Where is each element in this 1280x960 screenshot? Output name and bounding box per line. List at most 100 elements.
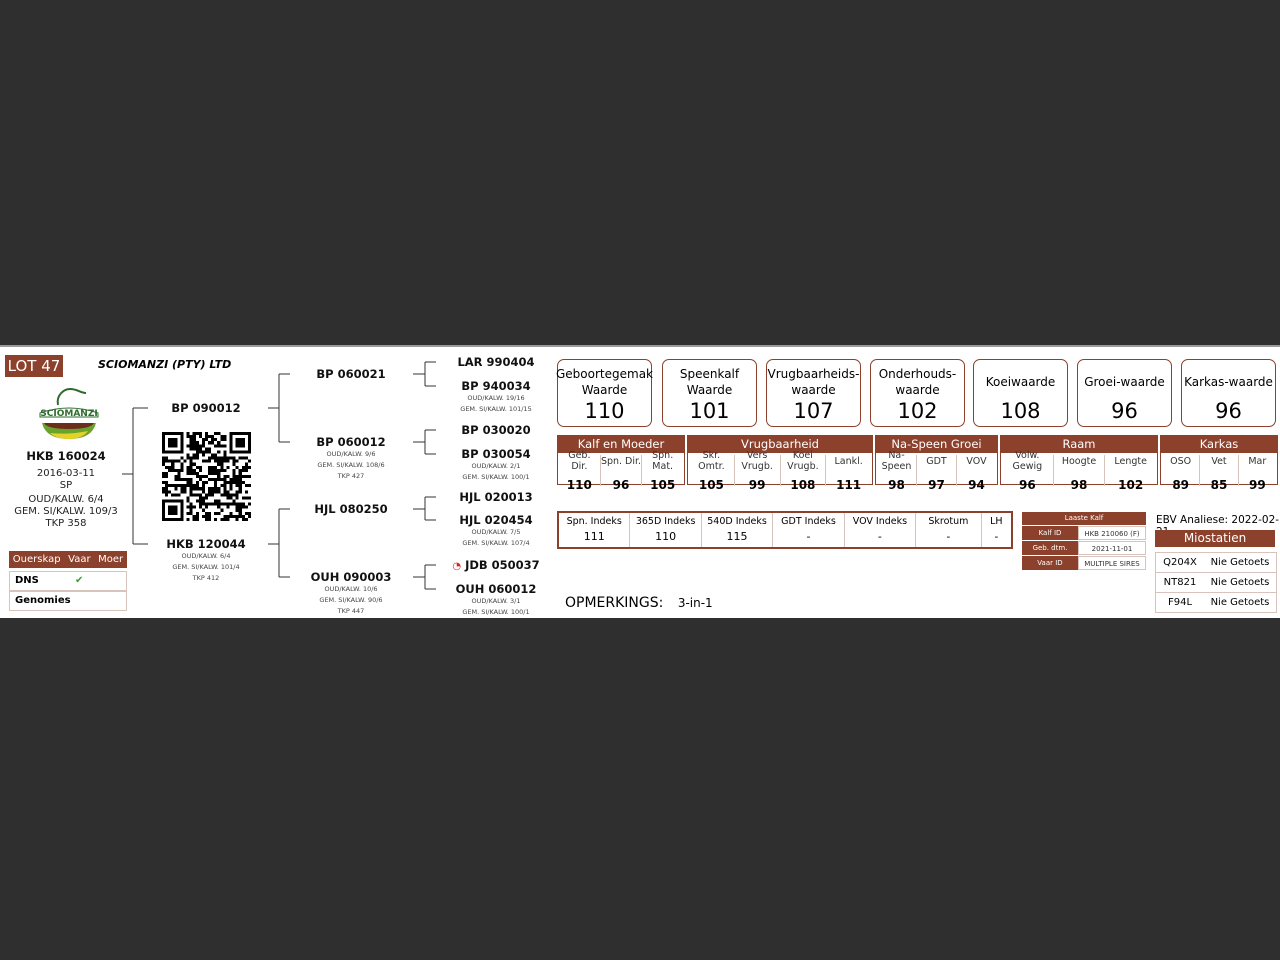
- header-vaar: Vaar: [68, 554, 91, 565]
- sd-oud: OUD/KALW. 9/6: [326, 450, 376, 458]
- sire-id: BP 090012: [171, 401, 241, 415]
- ebv-label: Geb. Dir.: [568, 450, 591, 472]
- myostatin-row: Q204X Nie Getoets: [1156, 553, 1276, 573]
- ebv-cell: Spn. Mat. 105: [642, 450, 683, 492]
- animal-type: SP: [59, 480, 73, 491]
- ebv-label: Na-Speen: [881, 450, 912, 472]
- farm-name: SCIOMANZI (PTY) LTD: [98, 358, 232, 371]
- ebv-cell: Skr. Omtr. 105: [689, 450, 735, 492]
- myostatin-key: NT821: [1163, 577, 1197, 588]
- index-cell: 365D Indeks 110: [630, 513, 702, 547]
- dam-dam-block: OUH 090003 OUD/KALW. 10/6 GEM. SI/KALW. …: [311, 570, 392, 617]
- ebv-group: Na-Speen Groei Na-Speen 98 GDT 97 VOV 94: [875, 435, 998, 492]
- summary-value: 102: [897, 399, 938, 423]
- index-cell: VOV Indeks -: [845, 513, 917, 547]
- remarks: OPMERKINGS: 3-in-1: [565, 595, 713, 611]
- summary-value: 107: [793, 399, 834, 423]
- group-header: Vrugbaarheid: [687, 435, 873, 453]
- group-cells: Skr. Omtr. 105 Vers Vrugb. 99 Koei Vrugb. 108…: [689, 450, 871, 492]
- last-calf-key: Geb. dtm.: [1032, 544, 1068, 552]
- summary-box: Geboortegemak Waarde 110: [556, 359, 653, 427]
- summary-title: Karkas-waarde: [1184, 375, 1273, 389]
- ebv-cell: GDT 97: [917, 455, 957, 492]
- myostatin-value: Nie Getoets: [1210, 597, 1270, 608]
- ebv-value: 105: [650, 478, 676, 492]
- lot-number: LOT 47: [5, 355, 63, 377]
- summary-value: 108: [1000, 399, 1041, 423]
- g3-oud: OUD/KALW. 7/5: [471, 528, 521, 536]
- svg-text:SCIOMANZI: SCIOMANZI: [40, 409, 97, 419]
- summary-value: 101: [689, 399, 730, 423]
- index-value: -: [806, 530, 811, 543]
- ebv-label: VOV: [966, 455, 987, 467]
- myostatin-value: Nie Getoets: [1210, 557, 1270, 568]
- dam-dam-id: OUH 090003: [310, 570, 392, 584]
- index-value: 111: [583, 530, 605, 543]
- last-calf-key: Vaar ID: [1037, 559, 1063, 567]
- ebv-label: Vers Vrugb.: [741, 450, 773, 472]
- summary-box: Speenkalf Waarde 101: [662, 359, 757, 427]
- ebv-value: 111: [836, 478, 862, 492]
- summary-title: Geboortegemak Waarde: [556, 367, 653, 397]
- birth-date: 2016-03-11: [36, 468, 96, 479]
- last-calf-row: Geb. dtm. 2021-11-01: [1022, 541, 1146, 555]
- dd-tkp: TKP 447: [337, 607, 365, 615]
- index-cell: Skrotum -: [916, 513, 982, 547]
- ebv-group: Karkas OSO 89 Vet 85 Mar 99: [1160, 435, 1278, 492]
- g3-id: HJL 020013: [459, 490, 533, 504]
- dam-id: HKB 120044: [166, 537, 246, 551]
- group-header: Raam: [1000, 435, 1158, 453]
- animal-id: HKB 160024: [26, 449, 106, 463]
- group-cells: Volw. Gewig 96 Hoogte 98 Lengte 102: [1002, 450, 1156, 493]
- index-label: Skrotum: [928, 516, 969, 527]
- myostatin-table: Q204X Nie Getoets NT821 Nie Getoets F94L Nie …: [1155, 552, 1277, 613]
- ebv-value: 97: [928, 478, 945, 492]
- summary-title: Groei-waarde: [1084, 375, 1165, 389]
- g3-id: BP 030054: [461, 447, 531, 461]
- header-ouerskap: Ouerskap: [12, 554, 61, 565]
- last-calf-table: Laaste Kalf Kalf ID HKB 210060 (F) Geb. dt…: [1022, 512, 1146, 570]
- breeder-mark-icon: ◔: [452, 561, 462, 572]
- ebv-label: Volw. Gewig: [1012, 450, 1043, 472]
- ebv-group: Raam Volw. Gewig 96 Hoogte 98 Lengte 102: [1000, 435, 1158, 493]
- group-cells: Geb. Dir. 110 Spn. Dir. 96 Spn. Mat. 105: [559, 450, 683, 492]
- ebv-label: Hoogte: [1061, 455, 1097, 467]
- g3-block: BP 030054 OUD/KALW. 2/1 GEM. SI/KALW. 100/…: [461, 447, 530, 483]
- ebv-value: 110: [566, 478, 592, 492]
- animal-details: 2016-03-11 SP OUD/KALW. 6/4 GEM. SI/KALW…: [14, 468, 118, 530]
- sd-tkp: TKP 427: [337, 472, 365, 480]
- g3-oud: OUD/KALW. 2/1: [471, 462, 521, 470]
- ebv-value: 99: [748, 478, 766, 492]
- summary-box: Groei-waarde 96: [1077, 359, 1172, 427]
- last-calf-row: Vaar ID MULTIPLE SIRES: [1022, 556, 1146, 570]
- index-cell: LH -: [982, 513, 1011, 547]
- myostatin-key: Q204X: [1163, 557, 1197, 568]
- g3-id: HJL 020454: [459, 513, 533, 527]
- index-value: 115: [726, 530, 748, 543]
- ebv-label: Spn. Dir.: [600, 455, 642, 467]
- summary-title: Vrugbaarheids-waarde: [767, 367, 860, 397]
- dam-gem: GEM. SI/KALW. 101/4: [172, 563, 240, 571]
- ebv-cell: Vers Vrugb. 99: [735, 450, 781, 492]
- ebv-cell: Koei Vrugb. 108: [781, 450, 827, 492]
- dam-sire-id: HJL 080250: [314, 502, 388, 516]
- sire-dam-id: BP 060012: [316, 435, 386, 449]
- g3-id: JDB 050037: [465, 558, 540, 572]
- index-label: GDT Indeks: [781, 516, 836, 527]
- ebv-cell: Na-Speen 98: [877, 450, 917, 492]
- qr-code[interactable]: [162, 432, 251, 521]
- ebv-value: 108: [790, 478, 816, 492]
- ebv-label: Koei Vrugb.: [787, 450, 819, 472]
- animal-oud: OUD/KALW. 6/4: [28, 494, 104, 505]
- group-header: Na-Speen Groei: [875, 435, 998, 453]
- index-label: VOV Indeks: [852, 516, 908, 527]
- ownership-row-genomies: Genomies: [9, 591, 127, 611]
- ebv-label: Mar: [1248, 455, 1267, 467]
- g3-id: BP 030020: [461, 423, 531, 437]
- summary-title: Speenkalf Waarde: [679, 367, 740, 397]
- ebv-cell: Lengte 102: [1105, 455, 1156, 493]
- g3-gem: GEM. SI/KALW. 107/4: [462, 539, 530, 547]
- sire-sire-id: BP 060021: [316, 367, 386, 381]
- remarks-label: OPMERKINGS:: [565, 595, 664, 611]
- myostatin-value: Nie Getoets: [1210, 577, 1270, 588]
